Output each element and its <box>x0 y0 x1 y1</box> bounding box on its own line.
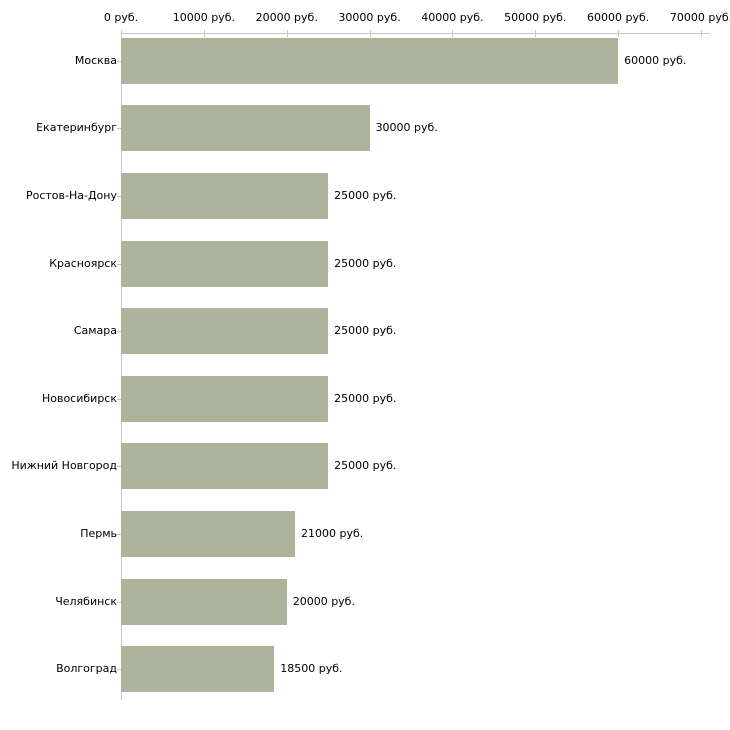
category-label: Пермь <box>80 526 117 540</box>
value-label: 25000 руб. <box>334 324 397 338</box>
x-tick-label: 30000 руб. <box>338 11 401 24</box>
category-label: Екатеринбург <box>36 121 117 135</box>
x-tick-mark <box>369 30 371 37</box>
value-label: 25000 руб. <box>334 459 397 473</box>
bar-row: Пермь 21000 руб. <box>0 500 730 568</box>
bar <box>121 646 275 693</box>
bar-row: Челябинск 20000 руб. <box>0 568 730 636</box>
y-tick-mark <box>117 60 121 62</box>
y-axis-line <box>121 33 122 700</box>
y-tick-mark <box>117 331 121 333</box>
y-tick-mark <box>117 398 121 400</box>
value-label: 25000 руб. <box>334 391 397 405</box>
y-tick-mark <box>117 195 121 197</box>
y-tick-mark <box>117 669 121 671</box>
bar-row: Волгоград 18500 руб. <box>0 635 730 703</box>
x-tick-label: 70000 руб. <box>669 11 730 24</box>
x-tick-mark <box>701 30 702 37</box>
bar-row: Красноярск 25000 руб. <box>0 230 730 298</box>
x-tick-mark <box>452 30 454 37</box>
bar <box>121 37 619 84</box>
bar-row: Самара 25000 руб. <box>0 297 730 365</box>
bar <box>121 443 329 490</box>
bar <box>121 308 329 355</box>
x-axis-line <box>121 33 710 34</box>
bar <box>121 105 370 152</box>
value-label: 18500 руб. <box>280 662 343 676</box>
y-tick-mark <box>117 263 121 265</box>
category-label: Ростов-На-Дону <box>25 188 117 202</box>
category-label: Челябинск <box>55 594 117 608</box>
x-tick-mark <box>121 30 122 37</box>
bar-row: Ростов-На-Дону 25000 руб. <box>0 162 730 230</box>
x-tick-label: 10000 руб. <box>172 11 235 24</box>
category-label: Новосибирск <box>41 391 117 405</box>
value-label: 20000 руб. <box>292 594 355 608</box>
y-tick-mark <box>117 601 121 603</box>
value-label: 30000 руб. <box>375 121 438 135</box>
x-tick-mark <box>203 30 205 37</box>
bar <box>121 172 329 219</box>
y-tick-mark <box>117 128 121 130</box>
bar-row: Москва 60000 руб. <box>0 27 730 95</box>
bar <box>121 510 295 557</box>
bar <box>121 240 329 287</box>
category-label: Самара <box>73 324 117 338</box>
y-tick-mark <box>117 466 121 468</box>
x-tick-mark <box>535 30 537 37</box>
value-label: 25000 руб. <box>334 256 397 270</box>
bar <box>121 375 329 422</box>
bar-row: Новосибирск 25000 руб. <box>0 365 730 433</box>
value-label: 21000 руб. <box>301 526 364 540</box>
x-tick-mark <box>618 30 620 37</box>
x-tick-mark <box>286 30 288 37</box>
category-label: Волгоград <box>56 662 117 676</box>
x-tick-label: 0 руб. <box>103 11 139 24</box>
value-label: 25000 руб. <box>334 188 397 202</box>
x-tick-label: 40000 руб. <box>421 11 484 24</box>
bar <box>121 578 287 625</box>
bar-row: Екатеринбург 30000 руб. <box>0 95 730 163</box>
category-label: Нижний Новгород <box>11 459 117 473</box>
y-tick-mark <box>117 533 121 535</box>
x-tick-label: 60000 руб. <box>587 11 650 24</box>
x-tick-label: 50000 руб. <box>504 11 567 24</box>
category-label: Красноярск <box>49 256 117 270</box>
value-label: 60000 руб. <box>624 53 687 67</box>
x-tick-label: 20000 руб. <box>255 11 318 24</box>
category-label: Москва <box>74 53 117 67</box>
bar-row: Нижний Новгород 25000 руб. <box>0 433 730 501</box>
